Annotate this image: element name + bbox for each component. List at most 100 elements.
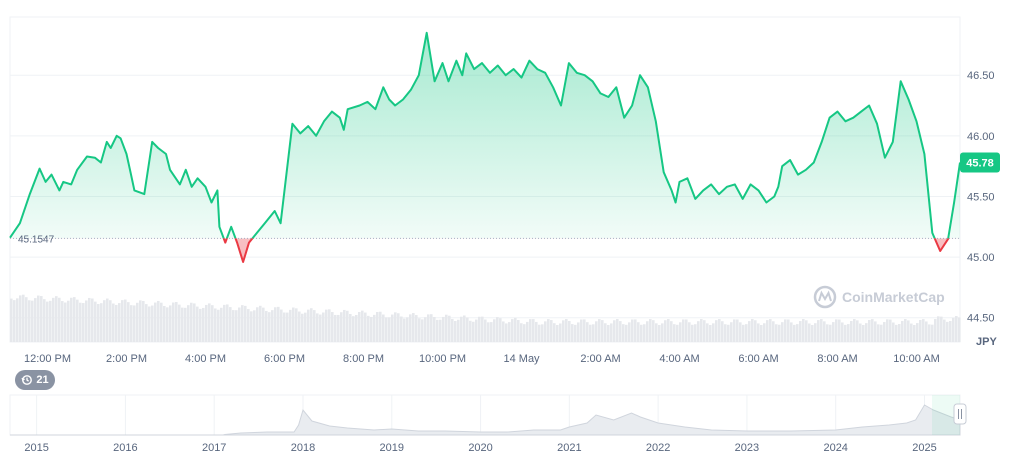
volume-bar: [157, 300, 160, 342]
volume-bar: [571, 324, 574, 342]
volume-bar: [235, 310, 238, 342]
volume-bar: [79, 302, 82, 342]
volume-bar: [583, 319, 586, 342]
volume-bar: [772, 321, 775, 342]
navigator-handle[interactable]: [953, 403, 967, 425]
volume-bar: [679, 322, 682, 342]
navigator-year-label: 2024: [823, 442, 847, 454]
volume-bar: [508, 322, 511, 342]
navigator-year-label: 2016: [113, 442, 137, 454]
volume-bar: [958, 317, 961, 342]
volume-bar: [430, 314, 433, 342]
volume-bar: [541, 324, 544, 342]
volume-bar: [151, 305, 154, 342]
price-area-up: [10, 32, 960, 239]
volume-bar: [322, 312, 325, 342]
volume-bar: [343, 309, 346, 342]
volume-bar: [265, 310, 268, 342]
y-tick-label: 44.50: [967, 313, 995, 325]
volume-bar: [601, 320, 604, 342]
volume-bar: [634, 319, 637, 342]
volume-bar: [412, 313, 415, 342]
x-tick-label: 10:00 PM: [419, 353, 466, 365]
volume-bar: [406, 317, 409, 342]
volume-bar: [442, 316, 445, 342]
volume-bar: [70, 297, 73, 342]
volume-bar: [394, 312, 397, 342]
volume-bar: [889, 319, 892, 342]
volume-bar: [247, 309, 250, 342]
volume-bar: [838, 319, 841, 342]
volume-bar: [43, 299, 46, 342]
volume-bar: [169, 305, 172, 342]
handle-grip-icon[interactable]: [953, 403, 967, 425]
volume-bar: [646, 321, 649, 342]
volume-bar: [622, 324, 625, 342]
volume-bar: [805, 320, 808, 342]
volume-bar: [598, 319, 601, 342]
volume-bar: [88, 297, 91, 342]
volume-bar: [796, 324, 799, 342]
navigator-year-label: 2025: [912, 442, 936, 454]
volume-bar: [340, 312, 343, 342]
volume-bar: [25, 297, 28, 342]
volume-bar: [370, 316, 373, 342]
volume-bar: [529, 319, 532, 342]
volume-bar: [52, 297, 55, 342]
price-line-up: [9, 31, 961, 239]
volume-bar: [19, 295, 22, 342]
price-badge-background: [960, 152, 1000, 173]
volume-bar: [742, 324, 745, 342]
volume-bar: [892, 322, 895, 342]
volume-bar: [472, 321, 475, 342]
navigator-grid: [36, 395, 925, 435]
volume-bar: [28, 300, 31, 342]
volume-bar: [400, 316, 403, 342]
volume-bar: [628, 322, 631, 342]
volume-bar: [919, 319, 922, 342]
volume-bar: [262, 307, 265, 342]
volume-bar: [154, 302, 157, 342]
volume-bar: [691, 324, 694, 342]
volume-bar: [706, 323, 709, 342]
volume-bar: [748, 321, 751, 342]
volume-bar: [616, 319, 619, 342]
volume-bar: [67, 300, 70, 342]
volume-bar: [73, 297, 76, 342]
volume-bar: [457, 319, 460, 342]
volume-bar: [643, 324, 646, 342]
volume-bar: [745, 324, 748, 342]
volume-bar: [865, 323, 868, 342]
volume-bar: [82, 303, 85, 342]
x-axis: 12:00 PM 2:00 PM 4:00 PM 6:00 PM 8:00 PM 10:0…: [24, 353, 940, 365]
volume-bar: [739, 322, 742, 342]
volume-bar: [358, 312, 361, 342]
y-tick-label: 46.50: [967, 70, 995, 82]
volume-bar: [109, 300, 112, 342]
volume-bar: [886, 319, 889, 342]
x-tick-label: 6:00 PM: [264, 353, 305, 365]
volume-bar: [244, 305, 247, 342]
volume-bar: [778, 324, 781, 342]
history-badge[interactable]: 21: [15, 370, 55, 390]
x-tick-label: 12:00 PM: [24, 353, 71, 365]
volume-bar: [448, 315, 451, 342]
y-tick-label: 46.00: [967, 131, 995, 143]
volume-bar: [718, 319, 721, 342]
volume-bar: [913, 324, 916, 342]
x-tick-label: 14 May: [503, 353, 540, 365]
y-tick-label: 45.00: [967, 252, 995, 264]
volume-bar: [295, 308, 298, 342]
volume-bar: [604, 323, 607, 342]
volume-bar: [667, 319, 670, 342]
volume-bar: [922, 319, 925, 342]
volume-bar: [766, 320, 769, 342]
volume-bar: [184, 307, 187, 342]
volume-bar: [814, 323, 817, 342]
volume-bar: [49, 300, 52, 342]
volume-bar: [427, 314, 430, 342]
volume-bar: [274, 307, 277, 342]
volume-bar: [853, 319, 856, 342]
volume-bar: [730, 322, 733, 342]
volume-bar: [277, 306, 280, 342]
